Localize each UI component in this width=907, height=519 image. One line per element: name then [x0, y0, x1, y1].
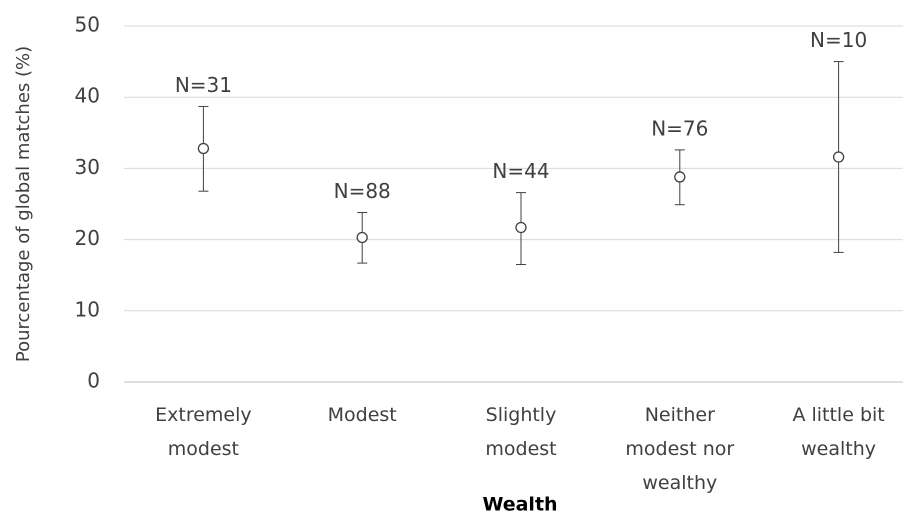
x-tick-label: Extremely modest — [155, 404, 252, 460]
y-tick-label: 50 — [75, 13, 100, 37]
y-tick-label: 20 — [75, 226, 100, 250]
y-axis-title: Pourcentage of global matches (%) — [13, 46, 34, 362]
y-tick-label: 10 — [75, 297, 100, 321]
point — [515, 221, 527, 234]
annotation: N=31 — [175, 73, 232, 97]
y-tick-label: 0 — [87, 369, 100, 393]
point — [356, 231, 368, 244]
x-axis-title: Wealth — [482, 494, 557, 516]
y-tick-label: 30 — [75, 155, 100, 179]
point — [674, 171, 686, 183]
x-tick-label: A little bit wealthy — [792, 404, 885, 460]
y-tick-label: 40 — [75, 84, 100, 108]
annotation: N=76 — [651, 116, 708, 140]
point — [832, 151, 845, 163]
annotation: N=10 — [810, 28, 867, 52]
x-tick-label: Slightly modest — [485, 404, 557, 460]
x-tick-label: Neither modest nor wealthy — [625, 404, 735, 494]
point — [197, 142, 210, 155]
annotation: N=88 — [334, 179, 391, 203]
annotation: N=44 — [492, 159, 549, 183]
x-tick-label: Modest — [327, 404, 397, 426]
